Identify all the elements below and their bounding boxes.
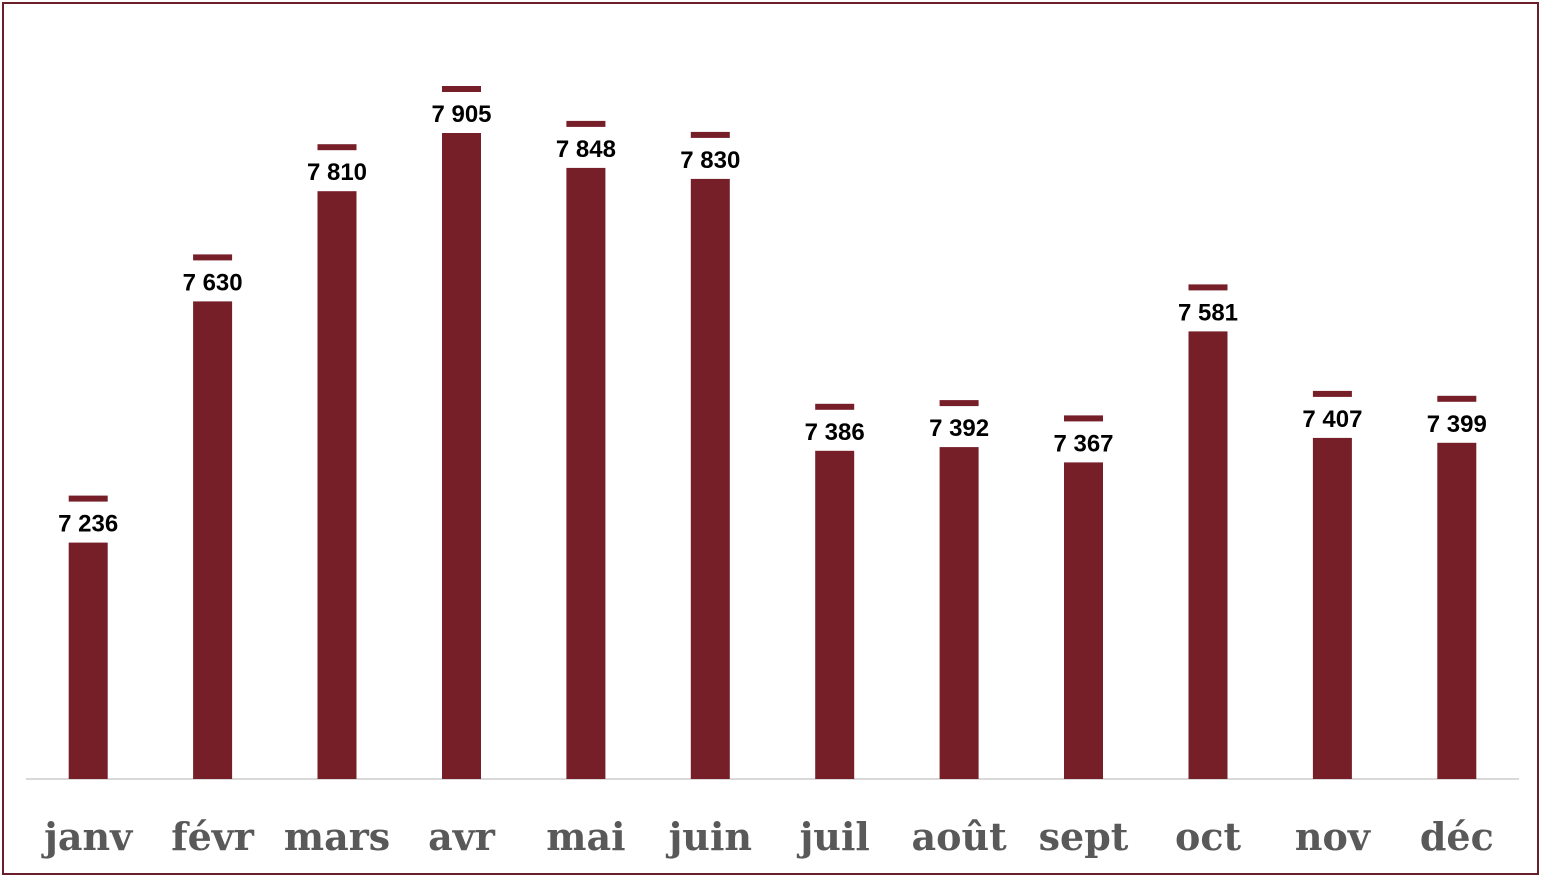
data-label-oct: 7 581 (1178, 299, 1238, 326)
bar-cap-oct (1188, 284, 1228, 291)
tick-label-janv: janv (41, 814, 134, 859)
bar-nov (1312, 437, 1352, 779)
bar-juil (815, 450, 855, 779)
bar-cap-mars (317, 144, 357, 151)
bar-juin (690, 178, 730, 779)
category-labels-group: janv févr mars avr mai juin juil août sept oct nov… (41, 814, 1494, 859)
bar-sept (1064, 462, 1103, 779)
bar-cap-sept (1064, 415, 1103, 422)
bar-cap-avr (442, 86, 481, 92)
bar-cap-nov (1312, 390, 1352, 397)
value-labels-group: 7 236 7 630 7 810 7 905 7 848 7 830 7 386 7 392… (58, 101, 1487, 538)
bar-déc (1437, 442, 1477, 779)
data-label-janv: 7 236 (58, 511, 118, 538)
data-label-juil: 7 386 (805, 419, 865, 446)
bar-oct (1188, 331, 1228, 779)
bar-avr (442, 133, 481, 779)
bar-cap-déc (1437, 395, 1477, 402)
data-label-avr: 7 905 (431, 101, 491, 128)
bar-cap-juil (815, 403, 855, 410)
bar-cap-août (939, 400, 979, 407)
tick-label-déc: déc (1420, 814, 1494, 859)
tick-label-août: août (912, 814, 1008, 859)
bar-cap-févr (193, 254, 233, 261)
tick-label-oct: oct (1175, 814, 1241, 859)
tick-label-nov: nov (1295, 814, 1372, 859)
data-label-déc: 7 399 (1427, 411, 1487, 438)
bar-févr (193, 301, 233, 779)
tick-label-sept: sept (1039, 814, 1129, 859)
bar-août (939, 447, 979, 779)
bar-cap-mai (566, 120, 606, 127)
data-label-mai: 7 848 (556, 136, 616, 163)
data-label-févr: 7 630 (183, 269, 243, 296)
bar-janv (68, 542, 108, 779)
tick-label-avr: avr (428, 814, 496, 859)
data-label-août: 7 392 (929, 415, 989, 442)
tick-label-mars: mars (284, 814, 390, 859)
data-label-sept: 7 367 (1053, 430, 1113, 457)
bar-cap-juin (690, 131, 730, 138)
data-label-nov: 7 407 (1302, 406, 1362, 433)
caps-group (68, 86, 1477, 502)
data-label-mars: 7 810 (307, 159, 367, 186)
bar-mai (566, 167, 606, 779)
bar-cap-janv (68, 495, 108, 502)
bars-group (68, 133, 1477, 779)
data-label-juin: 7 830 (680, 147, 740, 174)
tick-label-juil: juil (797, 814, 870, 859)
tick-label-mai: mai (546, 814, 625, 859)
tick-label-juin: juin (666, 814, 752, 859)
tick-label-févr: févr (171, 814, 255, 859)
bar-mars (317, 191, 357, 779)
